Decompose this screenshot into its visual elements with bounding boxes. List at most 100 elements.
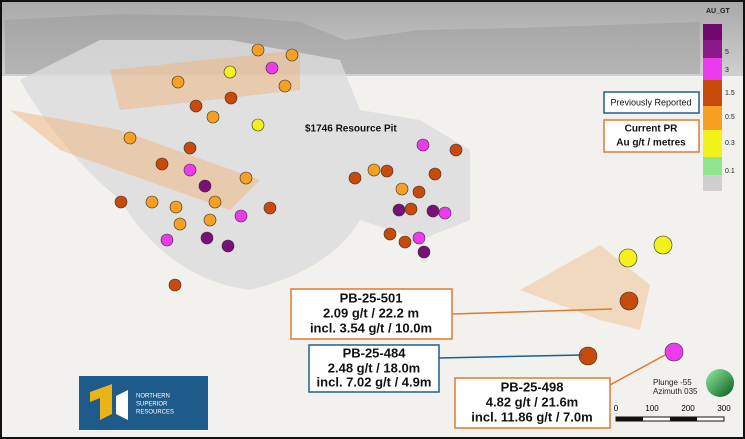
drill-hit <box>251 118 265 132</box>
drill-hit <box>208 195 222 209</box>
legend-label: 0.5 <box>725 114 735 121</box>
drill-hit <box>198 179 212 193</box>
logo-text: NORTHERN <box>136 394 170 400</box>
legend-label: 5 <box>725 49 729 56</box>
drill-hit <box>183 163 197 177</box>
drill-hit <box>380 164 394 178</box>
callout-line: 4.82 g/t / 21.6m <box>486 394 579 409</box>
key-current-box <box>603 119 700 153</box>
drill-hit <box>160 233 174 247</box>
callout-line: incl. 11.86 g/t / 7.0m <box>471 409 592 424</box>
legend-swatch <box>703 80 722 106</box>
drill-hit <box>173 217 187 231</box>
drill-hit <box>155 157 169 171</box>
key-previous-box <box>603 91 700 114</box>
drill-hit <box>404 202 418 216</box>
drill-hit <box>203 213 217 227</box>
legend-swatch <box>703 157 722 175</box>
key-current: Au g/t / metres <box>616 138 686 149</box>
drill-hit <box>265 61 279 75</box>
drill-hit <box>224 91 238 105</box>
drill-hit <box>251 43 265 57</box>
callout-box <box>290 288 453 340</box>
azimuth: Azimuth 035 <box>653 387 698 396</box>
legend-label: 3 <box>725 67 729 74</box>
callout-line: incl. 3.54 g/t / 10.0m <box>310 320 432 335</box>
drill-hit <box>278 79 292 93</box>
drill-hit <box>169 200 183 214</box>
callout-line: incl. 7.02 g/t / 4.9m <box>317 374 432 389</box>
callout-box <box>308 344 440 393</box>
drill-hit <box>114 195 128 209</box>
logo-mark <box>90 384 112 420</box>
legend-label: 1.5 <box>725 90 735 97</box>
drill-hit <box>412 185 426 199</box>
mineralisation <box>10 50 300 210</box>
legend-swatch <box>703 58 722 80</box>
drill-hit <box>578 346 598 366</box>
legend-title: AU_GT <box>706 8 730 15</box>
scale-label: 0 <box>614 404 619 413</box>
drill-hit <box>417 245 431 259</box>
plunge: Plunge -55 <box>653 378 692 387</box>
leader-line <box>451 308 613 315</box>
drill-hit <box>428 167 442 181</box>
drill-hit <box>367 163 381 177</box>
drill-hit <box>416 138 430 152</box>
drill-hit <box>200 231 214 245</box>
drill-hit <box>438 206 452 220</box>
scale-bar <box>616 417 643 421</box>
pit-label: $1746 Resource Pit <box>305 124 397 135</box>
drill-hit <box>285 48 299 62</box>
drill-hits <box>114 43 684 366</box>
drill-hit <box>383 227 397 241</box>
drill-hit <box>392 203 406 217</box>
drill-hit <box>412 231 426 245</box>
logo-text: SUPERIOR <box>136 402 168 408</box>
legend-swatch <box>703 130 722 157</box>
scale-label: 200 <box>681 404 695 413</box>
callout-box <box>454 377 611 429</box>
scale-bar <box>670 417 697 421</box>
callout-line: 2.09 g/t / 22.2 m <box>323 305 419 320</box>
drill-hit <box>145 195 159 209</box>
drill-hit <box>171 75 185 89</box>
callout-hole: PB-25-484 <box>343 345 407 360</box>
callout-hole: PB-25-498 <box>501 379 564 394</box>
drill-hit <box>223 65 237 79</box>
leader-line <box>609 354 666 386</box>
scale-label: 100 <box>645 404 659 413</box>
legend-label: 0.3 <box>725 140 735 147</box>
drill-hit <box>398 235 412 249</box>
key-current: Current PR <box>625 124 679 135</box>
legend-label: 0.1 <box>725 168 735 175</box>
legend-swatch <box>703 24 722 40</box>
scale-label: 300 <box>717 404 731 413</box>
drill-hit <box>348 171 362 185</box>
drill-hit <box>189 99 203 113</box>
drill-hit <box>183 141 197 155</box>
drill-hit <box>619 291 639 311</box>
drill-hit <box>234 209 248 223</box>
legend-swatch <box>703 175 722 191</box>
leader-line <box>438 354 583 359</box>
logo-text: RESOURCES <box>136 410 174 416</box>
drill-hit <box>395 182 409 196</box>
drill-hit <box>426 204 440 218</box>
drill-hit <box>239 171 253 185</box>
drill-hit <box>221 239 235 253</box>
drill-hit <box>263 201 277 215</box>
key-previous: Previously Reported <box>610 97 691 107</box>
logo-mark <box>116 390 128 420</box>
mineralisation <box>520 245 650 330</box>
orientation-ball <box>706 369 734 397</box>
pit-shell <box>20 40 470 290</box>
drill-hit <box>123 131 137 145</box>
legend-swatch <box>703 106 722 130</box>
drill-hit <box>664 342 684 362</box>
drill-hit <box>449 143 463 157</box>
drill-hit <box>653 235 673 255</box>
callout-line: 2.48 g/t / 18.0m <box>328 360 421 375</box>
callout-hole: PB-25-501 <box>340 290 403 305</box>
